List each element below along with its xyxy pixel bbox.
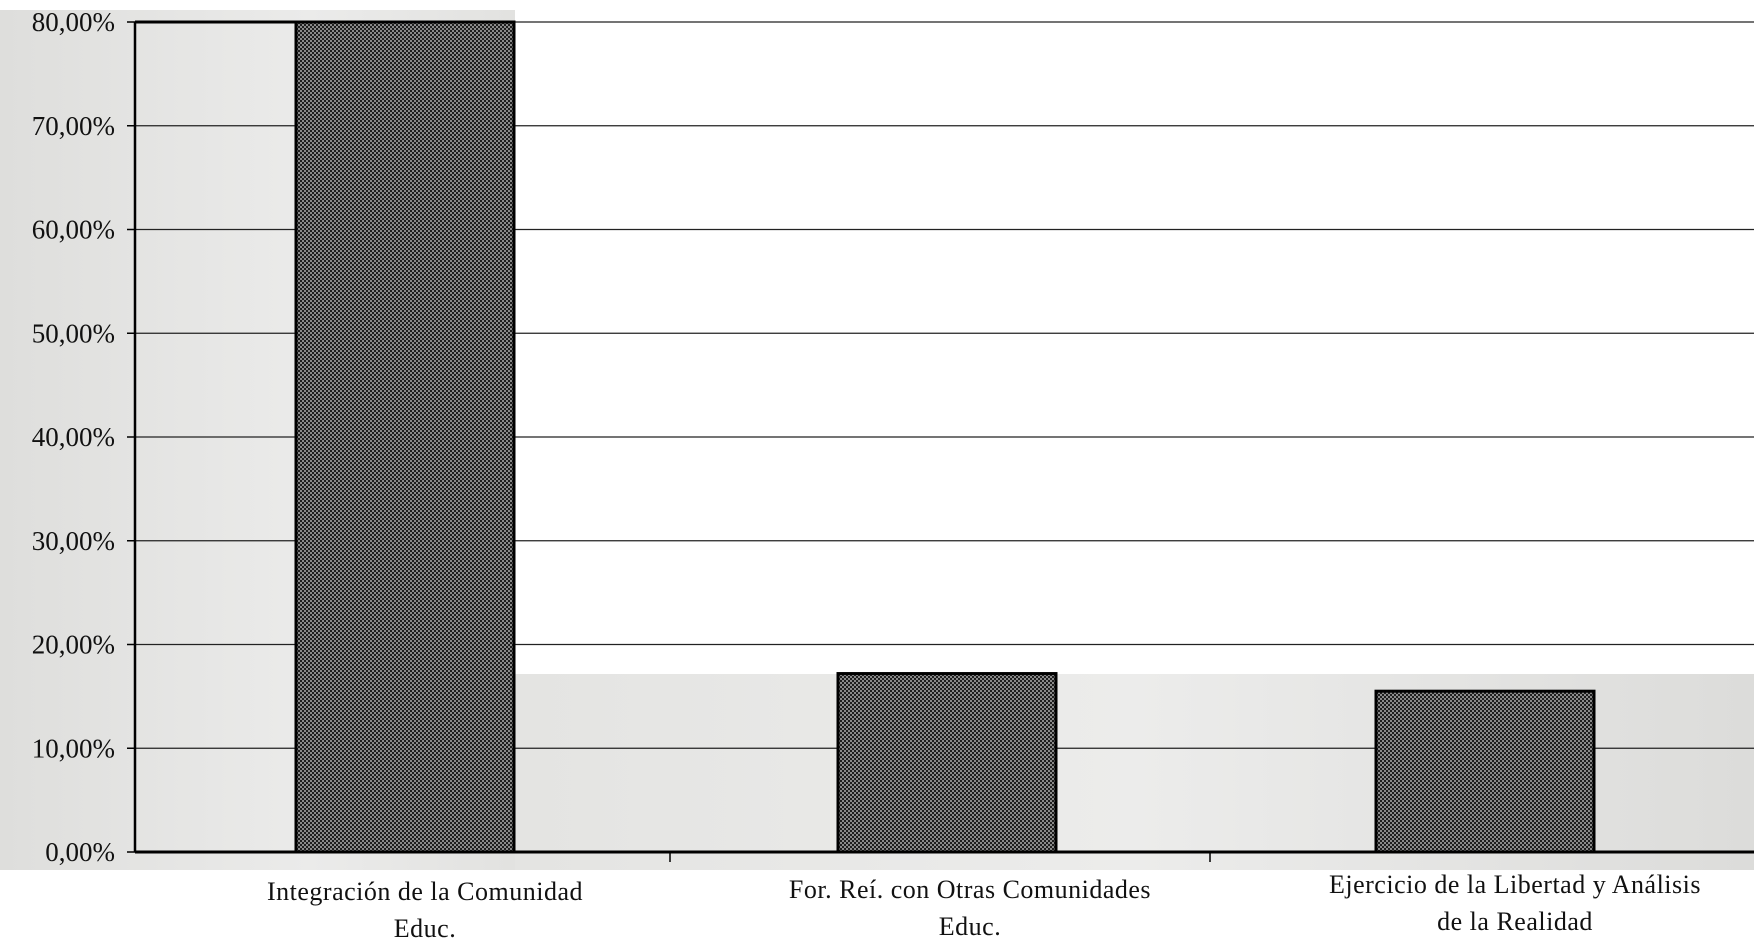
bars bbox=[135, 20, 1596, 854]
x-category-label: For. Reí. con Otras Comunidades Educ. bbox=[788, 875, 1152, 941]
bar bbox=[294, 20, 516, 854]
bar bbox=[836, 672, 1058, 854]
y-tick-label: 50,00% bbox=[32, 318, 115, 348]
bar bbox=[1374, 689, 1596, 854]
y-tick-label: 60,00% bbox=[32, 215, 115, 245]
x-category-label: Integración de la Comunidad Educ. bbox=[266, 877, 584, 943]
y-tick-label: 10,00% bbox=[32, 733, 115, 763]
y-tick-label: 30,00% bbox=[32, 526, 115, 556]
x-category-label: Ejercicio de la Libertad y Análisis de la… bbox=[1329, 870, 1701, 936]
y-tick-label: 40,00% bbox=[32, 422, 115, 452]
y-tick-label: 0,00% bbox=[45, 837, 115, 867]
y-tick-label: 80,00% bbox=[32, 7, 115, 37]
y-tick-label: 70,00% bbox=[32, 111, 115, 141]
y-tick-label: 20,00% bbox=[32, 630, 115, 660]
